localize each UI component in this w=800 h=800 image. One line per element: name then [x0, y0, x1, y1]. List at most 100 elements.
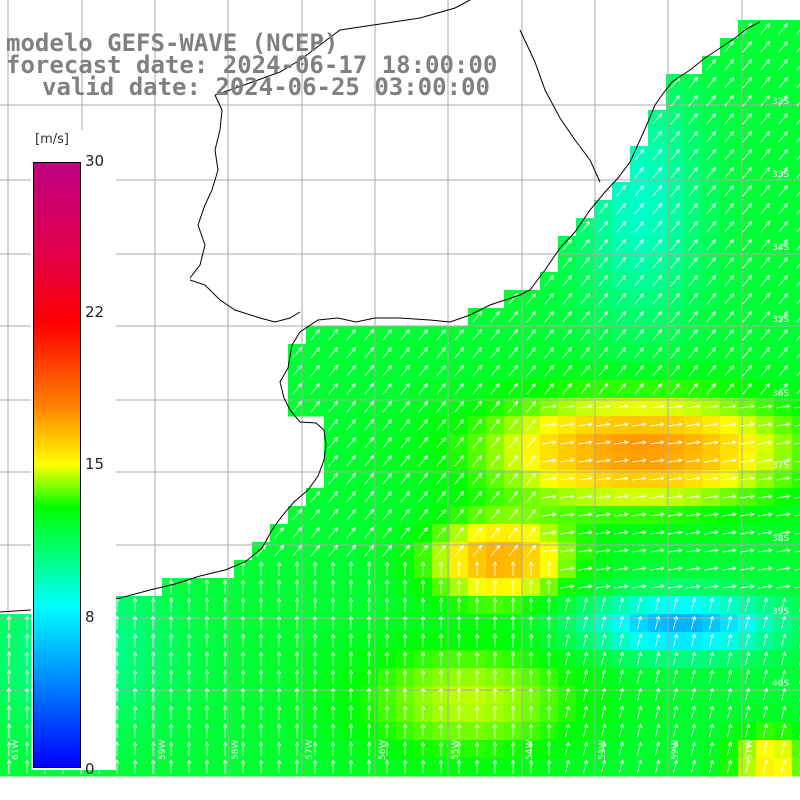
wind-arrow — [292, 508, 302, 521]
wind-arrow — [168, 723, 174, 738]
wind-arrow — [706, 166, 716, 179]
wind-arrow — [740, 530, 755, 535]
wind-arrow — [186, 759, 192, 774]
wind-arrow — [776, 530, 791, 535]
wind-arrow — [168, 669, 174, 684]
wind-arrow — [560, 512, 575, 517]
wind-arrow — [688, 166, 698, 179]
wind-arrow — [438, 633, 444, 648]
wind-arrow — [632, 440, 647, 445]
wind-arrow — [384, 705, 390, 720]
wind-arrow — [346, 526, 356, 539]
wind-arrow — [258, 723, 264, 738]
wind-arrow — [724, 112, 734, 125]
wind-arrow — [330, 561, 336, 576]
wind-arrow — [492, 579, 498, 594]
wind-cell — [792, 290, 800, 309]
wind-arrow — [758, 458, 773, 463]
wind-arrow — [436, 472, 446, 485]
wind-arrow — [796, 209, 800, 215]
wind-arrow — [794, 496, 800, 499]
wind-arrow — [652, 112, 662, 125]
wind-arrow — [690, 759, 697, 774]
wind-arrow — [580, 364, 590, 377]
wind-arrow — [596, 458, 611, 463]
wind-arrow — [742, 256, 752, 269]
wind-arrow — [796, 245, 800, 251]
wind-arrow — [762, 597, 769, 612]
wind-arrow — [276, 597, 282, 612]
wind-arrow — [420, 651, 426, 666]
wind-arrow — [758, 440, 773, 445]
wind-arrow — [778, 364, 788, 377]
wind-arrow — [780, 741, 787, 756]
wind-arrow — [762, 687, 769, 702]
wind-arrow — [526, 292, 536, 305]
wind-arrow — [614, 440, 629, 445]
wind-arrow — [366, 741, 372, 756]
wind-arrow — [704, 548, 719, 553]
wind-cell — [792, 56, 800, 75]
wind-arrow — [722, 584, 737, 589]
wind-arrow — [726, 597, 733, 612]
latitude-label: 33S — [772, 170, 789, 180]
wind-arrow — [474, 633, 480, 648]
wind-arrow — [312, 687, 318, 702]
wind-arrow — [382, 544, 392, 557]
wind-arrow — [402, 561, 408, 576]
wind-arrow — [600, 759, 607, 774]
wind-arrow — [704, 494, 719, 499]
wind-arrow — [546, 615, 552, 630]
wind-arrow — [222, 723, 228, 738]
wind-arrow — [542, 404, 557, 409]
wind-arrow — [526, 382, 536, 395]
wind-arrow — [564, 687, 571, 702]
wind-arrow — [796, 101, 800, 107]
wind-arrow — [654, 705, 661, 720]
wind-arrow — [744, 597, 751, 612]
wind-arrow — [328, 418, 338, 431]
wind-arrow — [150, 759, 156, 774]
wind-arrow — [654, 615, 661, 630]
wind-arrow — [384, 741, 390, 756]
wind-arrow — [780, 669, 787, 684]
wind-arrow — [796, 371, 800, 377]
wind-arrow — [580, 238, 590, 251]
wind-arrow — [204, 669, 210, 684]
wind-arrow — [348, 633, 354, 648]
wind-arrow — [778, 22, 788, 35]
wind-arrow — [546, 705, 552, 720]
wind-arrow — [780, 759, 787, 774]
wind-arrow — [438, 615, 444, 630]
wind-arrow — [634, 310, 644, 323]
wind-arrow — [780, 705, 787, 720]
wind-arrow — [328, 508, 338, 521]
wind-arrow — [652, 364, 662, 377]
wind-arrow — [312, 741, 318, 756]
wind-cell — [792, 416, 800, 435]
wind-arrow — [668, 566, 683, 571]
wind-arrow — [686, 584, 701, 589]
wind-arrow — [796, 227, 800, 233]
wind-arrow — [778, 292, 788, 305]
wind-arrow — [24, 705, 30, 720]
wind-arrow — [634, 292, 644, 305]
wind-arrow — [276, 633, 282, 648]
latitude-label: 35S — [772, 315, 789, 325]
wind-arrow — [742, 238, 752, 251]
wind-arrow — [618, 741, 625, 756]
wind-arrow — [330, 633, 336, 648]
wind-arrow — [456, 615, 462, 630]
wind-arrow — [222, 615, 228, 630]
wind-arrow — [258, 759, 264, 774]
wind-arrow — [796, 137, 800, 143]
wind-arrow — [796, 263, 800, 269]
wind-arrow — [400, 490, 410, 503]
wind-arrow — [168, 579, 174, 594]
wind-arrow — [578, 584, 593, 589]
wind-arrow — [706, 130, 716, 143]
wind-arrow — [240, 723, 246, 738]
wind-arrow — [240, 579, 246, 594]
wind-arrow — [616, 220, 626, 233]
wind-arrow — [402, 651, 408, 666]
